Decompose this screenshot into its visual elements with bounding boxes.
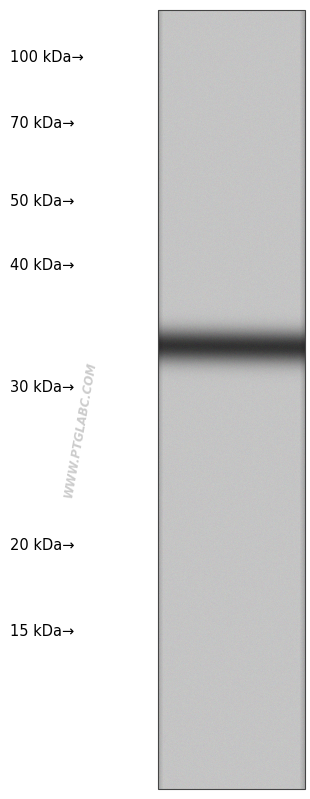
Text: 70 kDa→: 70 kDa→ <box>10 116 74 130</box>
Text: 20 kDa→: 20 kDa→ <box>10 539 74 554</box>
Text: 50 kDa→: 50 kDa→ <box>10 194 74 209</box>
Bar <box>158 10 305 789</box>
Text: WWW.PTGLABC.COM: WWW.PTGLABC.COM <box>62 361 98 499</box>
Text: 15 kDa→: 15 kDa→ <box>10 623 74 638</box>
Text: 30 kDa→: 30 kDa→ <box>10 380 74 396</box>
Text: 100 kDa→: 100 kDa→ <box>10 50 84 66</box>
Text: 40 kDa→: 40 kDa→ <box>10 257 74 272</box>
